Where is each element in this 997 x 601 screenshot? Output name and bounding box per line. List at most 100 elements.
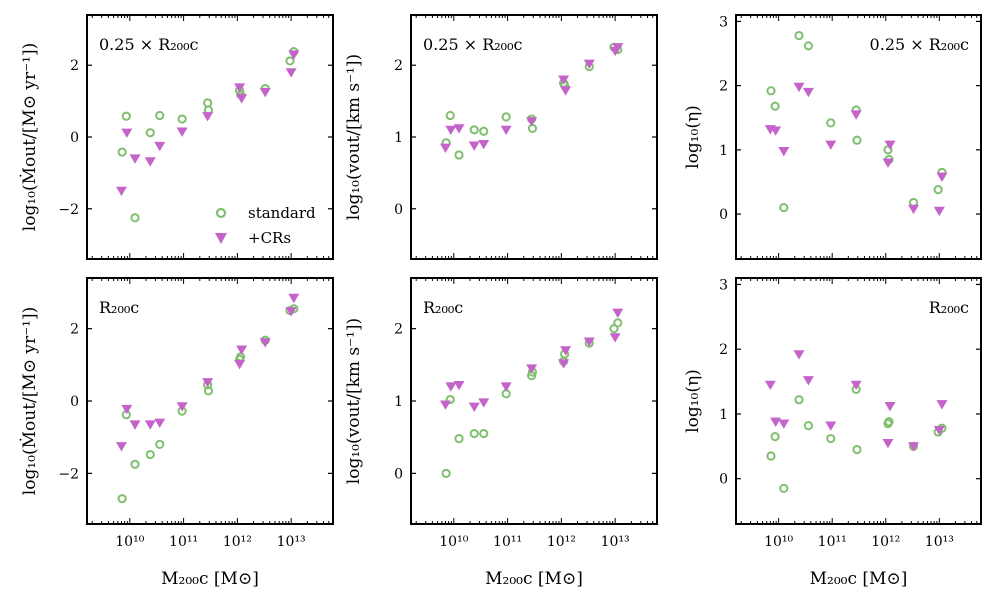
crs-point — [234, 83, 246, 93]
standard-point — [445, 394, 455, 405]
y-tick-label: 2 — [719, 342, 728, 358]
standard-point — [469, 428, 479, 439]
crs-point — [908, 204, 920, 215]
x-axis-label: M₂₀₀c [M⊙] — [161, 569, 259, 589]
crs-point — [288, 50, 300, 60]
panel-annotation: R₂₀₀c — [929, 298, 969, 317]
standard-point — [852, 444, 862, 455]
standard-point — [203, 386, 214, 396]
x-tick-label: 10¹² — [547, 534, 576, 550]
crs-point — [526, 117, 538, 127]
panel-frame — [410, 277, 658, 525]
y-tick-label: 2 — [719, 79, 728, 95]
crs-point — [558, 75, 570, 85]
standard-point — [501, 112, 511, 122]
x-tick-label: 10¹¹ — [818, 534, 847, 550]
panel-frame — [410, 14, 658, 260]
x-tick-label: 10¹¹ — [169, 534, 198, 550]
crs-point — [121, 404, 133, 415]
panel-annotation: R₂₀₀c — [99, 298, 139, 317]
y-tick-label: 1 — [719, 407, 728, 423]
standard-point — [479, 126, 489, 136]
crs-point — [115, 186, 127, 197]
panel-frame — [86, 14, 334, 260]
crs-point — [176, 127, 188, 137]
crs-point — [285, 307, 297, 317]
panel-frame — [86, 277, 334, 525]
standard-point — [454, 150, 464, 160]
crs-point — [583, 337, 595, 347]
standard-point — [121, 111, 131, 121]
crs-point — [764, 380, 776, 391]
crs-point — [825, 140, 837, 150]
panel-0-1: 0 1 2 log₁₀(vout/[km s⁻¹]) 0.25 × R₂₀₀c — [344, 14, 658, 260]
y-tick-label: 3 — [719, 277, 728, 293]
standard-point — [770, 432, 780, 442]
crs-point — [288, 293, 300, 304]
crs-point — [500, 382, 512, 392]
crs-point — [453, 124, 465, 134]
standard-point — [177, 114, 187, 124]
y-axis-label: log₁₀(η) — [683, 369, 703, 433]
crs-point — [850, 380, 862, 391]
y-tick-label: 2 — [70, 322, 79, 338]
standard-point — [826, 118, 836, 128]
y-axis-label: log₁₀(Ṁout/[M⊙ yr⁻¹]) — [19, 307, 40, 495]
x-tick-label: 10¹² — [223, 534, 252, 550]
crs-point — [468, 141, 480, 151]
crs-point — [259, 338, 271, 348]
crs-point — [793, 82, 805, 93]
y-tick-label: 3 — [719, 14, 728, 30]
y-tick-label: 1 — [394, 394, 403, 410]
legend-standard-marker — [215, 207, 227, 219]
crs-point — [908, 442, 920, 452]
crs-point — [778, 147, 790, 157]
panel-annotation: R₂₀₀c — [423, 298, 463, 317]
standard-point — [203, 98, 213, 108]
crs-point — [778, 419, 790, 429]
crs-point — [770, 126, 782, 136]
panel-annotation: 0.25 × R₂₀₀c — [870, 35, 969, 54]
standard-point — [766, 451, 776, 461]
standard-point — [884, 417, 894, 427]
crs-point — [129, 420, 141, 430]
legend-standard-label: standard — [248, 204, 316, 222]
standard-point — [155, 110, 165, 121]
standard-point — [130, 213, 140, 223]
x-tick-label: 10¹² — [871, 534, 900, 550]
crs-point — [468, 402, 480, 413]
crs-point — [259, 88, 271, 98]
crs-point — [154, 141, 166, 152]
standard-point — [479, 428, 489, 439]
crs-point — [936, 400, 948, 410]
crs-point — [154, 418, 166, 428]
crs-point — [129, 154, 141, 164]
crs-point — [825, 421, 837, 431]
standard-point — [445, 110, 455, 121]
crs-point — [445, 125, 457, 136]
standard-point — [933, 185, 943, 195]
crs-point — [770, 417, 782, 427]
y-tick-label: −2 — [58, 466, 79, 482]
x-tick-label: 10¹³ — [277, 534, 306, 550]
crs-point — [884, 140, 896, 150]
crs-point — [850, 110, 862, 120]
standard-point — [770, 101, 780, 111]
y-tick-label: 0 — [394, 202, 403, 218]
legend-crs-label: +CRs — [248, 229, 291, 247]
crs-point — [453, 380, 465, 391]
standard-point — [130, 459, 140, 469]
crs-point — [478, 140, 490, 150]
standard-point — [794, 395, 804, 405]
crs-point — [202, 378, 214, 388]
crs-point — [285, 68, 297, 78]
standard-point — [803, 41, 814, 51]
standard-point — [117, 494, 127, 504]
crs-point — [933, 426, 945, 436]
standard-point — [145, 449, 155, 460]
standard-point — [469, 125, 479, 135]
standard-point — [779, 203, 789, 213]
standard-point — [285, 56, 295, 66]
crs-point — [882, 438, 894, 449]
